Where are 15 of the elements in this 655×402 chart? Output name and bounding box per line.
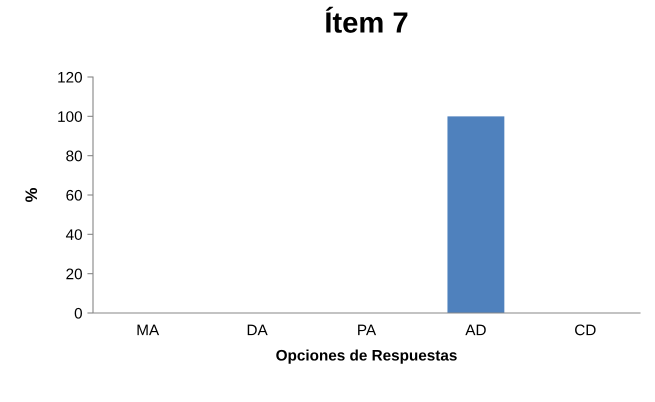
x-tick-label: CD bbox=[575, 324, 596, 336]
x-tick-label: PA bbox=[358, 324, 376, 336]
y-tick-label: 40 bbox=[66, 229, 82, 240]
x-tick-label: AD bbox=[465, 324, 486, 336]
chart-title: Ítem 7 bbox=[326, 6, 408, 33]
x-tick-label: MA bbox=[137, 324, 160, 336]
y-axis-title: % bbox=[25, 188, 38, 202]
y-tick-label: 0 bbox=[74, 308, 82, 319]
y-tick-label: 120 bbox=[58, 72, 82, 83]
y-tick-label: 100 bbox=[58, 111, 82, 122]
x-tick-label: DA bbox=[248, 324, 268, 336]
y-tick-label: 60 bbox=[66, 190, 82, 201]
y-tick-label: 20 bbox=[66, 268, 82, 280]
x-axis-title: Opciones de Respuestas bbox=[276, 349, 457, 364]
y-tick-label: 80 bbox=[66, 150, 82, 162]
